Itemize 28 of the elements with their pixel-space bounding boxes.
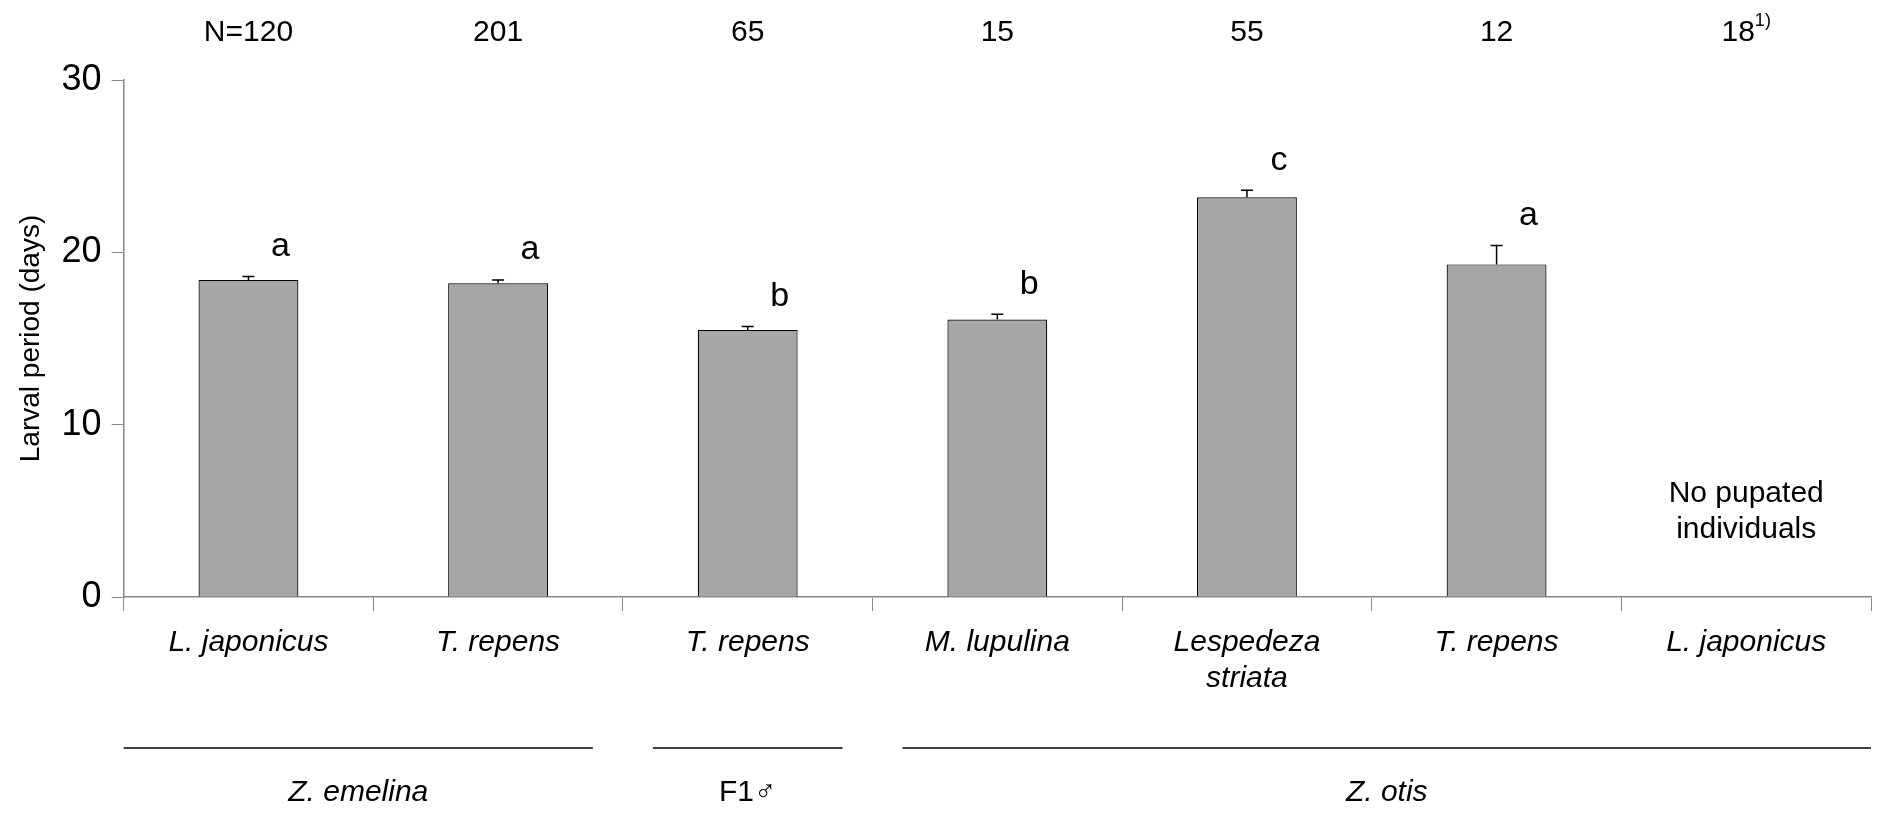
annotation: a <box>1519 193 1539 232</box>
x-tick-label: T. repens <box>685 624 810 658</box>
x-tick-label: T. repens <box>1434 624 1559 658</box>
annotation: b <box>1019 262 1039 301</box>
y-tick-label: 30 <box>61 56 102 98</box>
text: N=120 <box>203 14 294 48</box>
x-tick-label: Lespedeza striata <box>1173 624 1321 694</box>
text: Z. emelina <box>287 774 429 808</box>
y-tick-label: 10 <box>61 401 102 443</box>
text: 12 <box>1479 14 1514 48</box>
text: 15 <box>980 14 1015 48</box>
x-tick-label: M. lupulina <box>924 624 1070 658</box>
annotation: a <box>270 224 290 263</box>
text: 65 <box>731 14 765 48</box>
text: 55 <box>1230 14 1264 48</box>
y-axis-title: Larval period (days) <box>13 214 45 463</box>
annotation: b <box>770 274 790 313</box>
y-tick-label: 0 <box>81 573 102 615</box>
annotation: a <box>520 228 540 267</box>
y-tick-label: 20 <box>61 229 102 271</box>
text: F1♂ <box>718 774 777 808</box>
x-tick-label: T. repens <box>436 624 561 658</box>
x-tick-label: L. japonicus <box>1666 624 1827 658</box>
x-tick-label: L. japonicus <box>168 624 329 658</box>
text: 201 <box>473 14 524 48</box>
annotation: No pupated individuals <box>1668 475 1824 545</box>
annotation: c <box>1270 138 1288 177</box>
text: Z. otis <box>1344 774 1428 808</box>
